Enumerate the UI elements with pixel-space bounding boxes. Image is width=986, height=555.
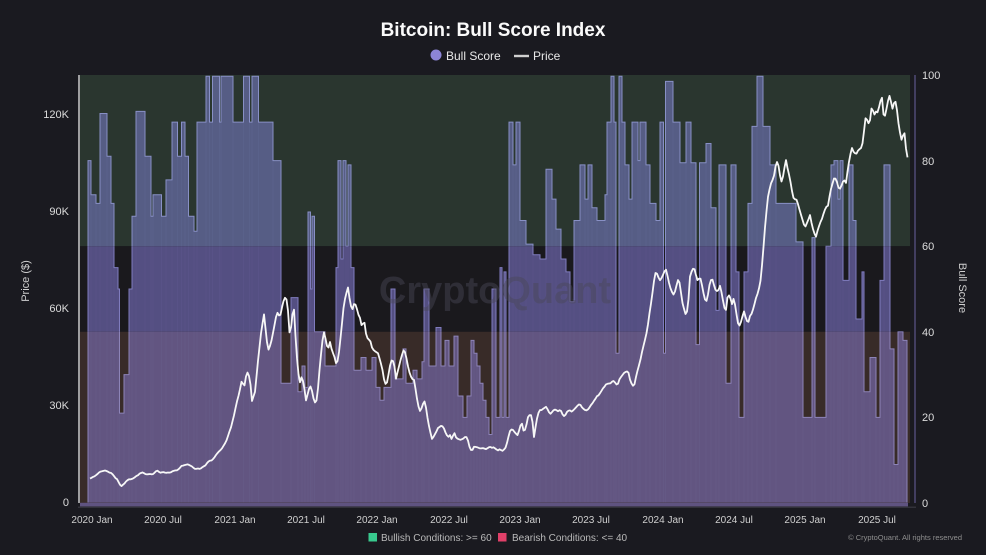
svg-text:90K: 90K <box>49 206 69 218</box>
svg-text:60K: 60K <box>49 303 69 315</box>
svg-text:100: 100 <box>922 70 940 82</box>
svg-text:80: 80 <box>922 156 934 168</box>
svg-text:60: 60 <box>922 241 934 253</box>
svg-text:2023 Jul: 2023 Jul <box>572 515 610 526</box>
svg-text:Bull Score: Bull Score <box>446 49 501 63</box>
svg-text:2024 Jan: 2024 Jan <box>642 515 683 526</box>
svg-text:30K: 30K <box>49 400 69 412</box>
svg-text:20: 20 <box>922 412 934 424</box>
svg-text:2024 Jul: 2024 Jul <box>715 515 753 526</box>
svg-text:2025 Jan: 2025 Jan <box>784 515 825 526</box>
svg-text:Bearish Conditions: <= 40: Bearish Conditions: <= 40 <box>512 533 628 544</box>
svg-text:Bull Score: Bull Score <box>956 263 968 313</box>
svg-text:2022 Jan: 2022 Jan <box>356 515 397 526</box>
svg-text:2023 Jan: 2023 Jan <box>499 515 540 526</box>
svg-text:0: 0 <box>922 498 928 510</box>
svg-text:Bullish Conditions: >= 60: Bullish Conditions: >= 60 <box>381 533 492 544</box>
svg-text:2021 Jan: 2021 Jan <box>214 515 255 526</box>
svg-text:0: 0 <box>63 497 69 509</box>
svg-text:120K: 120K <box>43 109 69 121</box>
svg-text:CryptoQuant: CryptoQuant <box>379 270 612 312</box>
svg-text:40: 40 <box>922 327 934 339</box>
svg-text:2020 Jan: 2020 Jan <box>71 515 112 526</box>
svg-text:2021 Jul: 2021 Jul <box>287 515 325 526</box>
svg-text:Price ($): Price ($) <box>20 260 32 302</box>
svg-text:2025 Jul: 2025 Jul <box>858 515 896 526</box>
svg-text:2020 Jul: 2020 Jul <box>144 515 182 526</box>
svg-text:2022 Jul: 2022 Jul <box>430 515 468 526</box>
svg-text:© CryptoQuant. All rights rese: © CryptoQuant. All rights reserved <box>848 533 962 542</box>
svg-text:Bitcoin: Bull Score Index: Bitcoin: Bull Score Index <box>381 20 606 41</box>
svg-text:Price: Price <box>533 49 561 63</box>
